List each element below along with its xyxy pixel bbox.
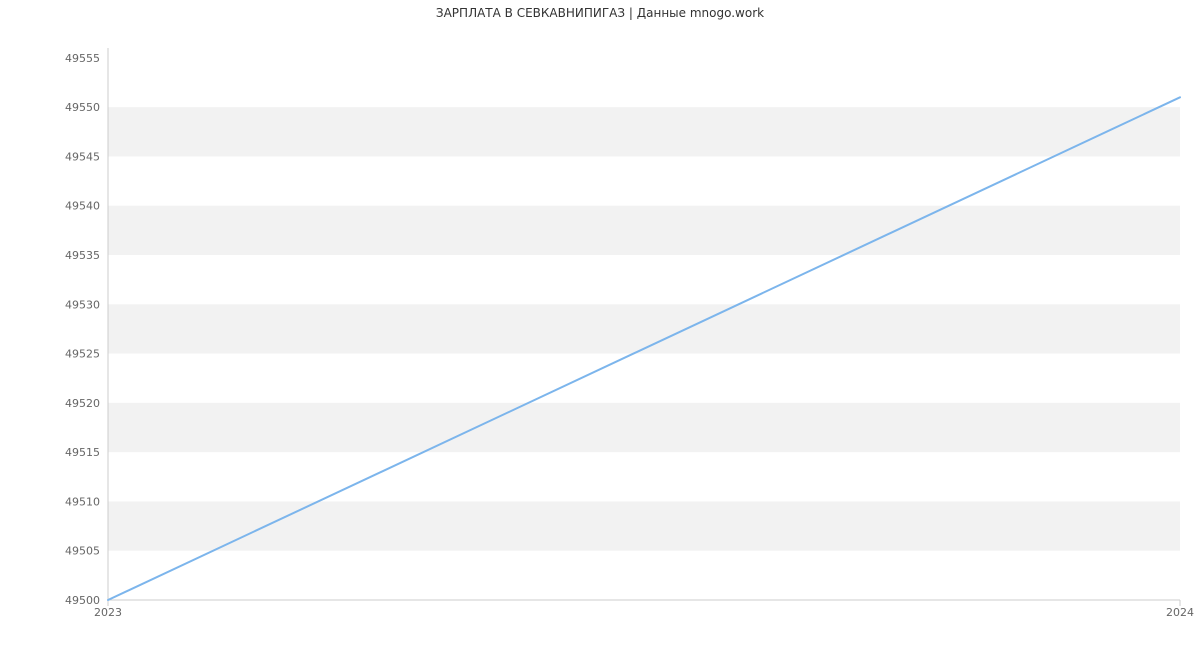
chart-title: ЗАРПЛАТА В СЕВКАВНИПИГАЗ | Данные mnogo.… bbox=[0, 6, 1200, 20]
y-tick-label: 49550 bbox=[65, 101, 100, 114]
y-tick-label: 49505 bbox=[65, 545, 100, 558]
y-tick-label: 49530 bbox=[65, 298, 100, 311]
chart-svg: 4950049505495104951549520495254953049535… bbox=[0, 0, 1200, 650]
y-tick-label: 49515 bbox=[65, 446, 100, 459]
x-tick-label: 2024 bbox=[1166, 606, 1194, 619]
y-tick-label: 49545 bbox=[65, 150, 100, 163]
y-tick-label: 49525 bbox=[65, 348, 100, 361]
y-tick-label: 49540 bbox=[65, 200, 100, 213]
y-tick-label: 49510 bbox=[65, 495, 100, 508]
x-tick-label: 2023 bbox=[94, 606, 122, 619]
y-tick-label: 49520 bbox=[65, 397, 100, 410]
y-tick-label: 49555 bbox=[65, 52, 100, 65]
salary-chart: ЗАРПЛАТА В СЕВКАВНИПИГАЗ | Данные mnogo.… bbox=[0, 0, 1200, 650]
y-tick-label: 49535 bbox=[65, 249, 100, 262]
